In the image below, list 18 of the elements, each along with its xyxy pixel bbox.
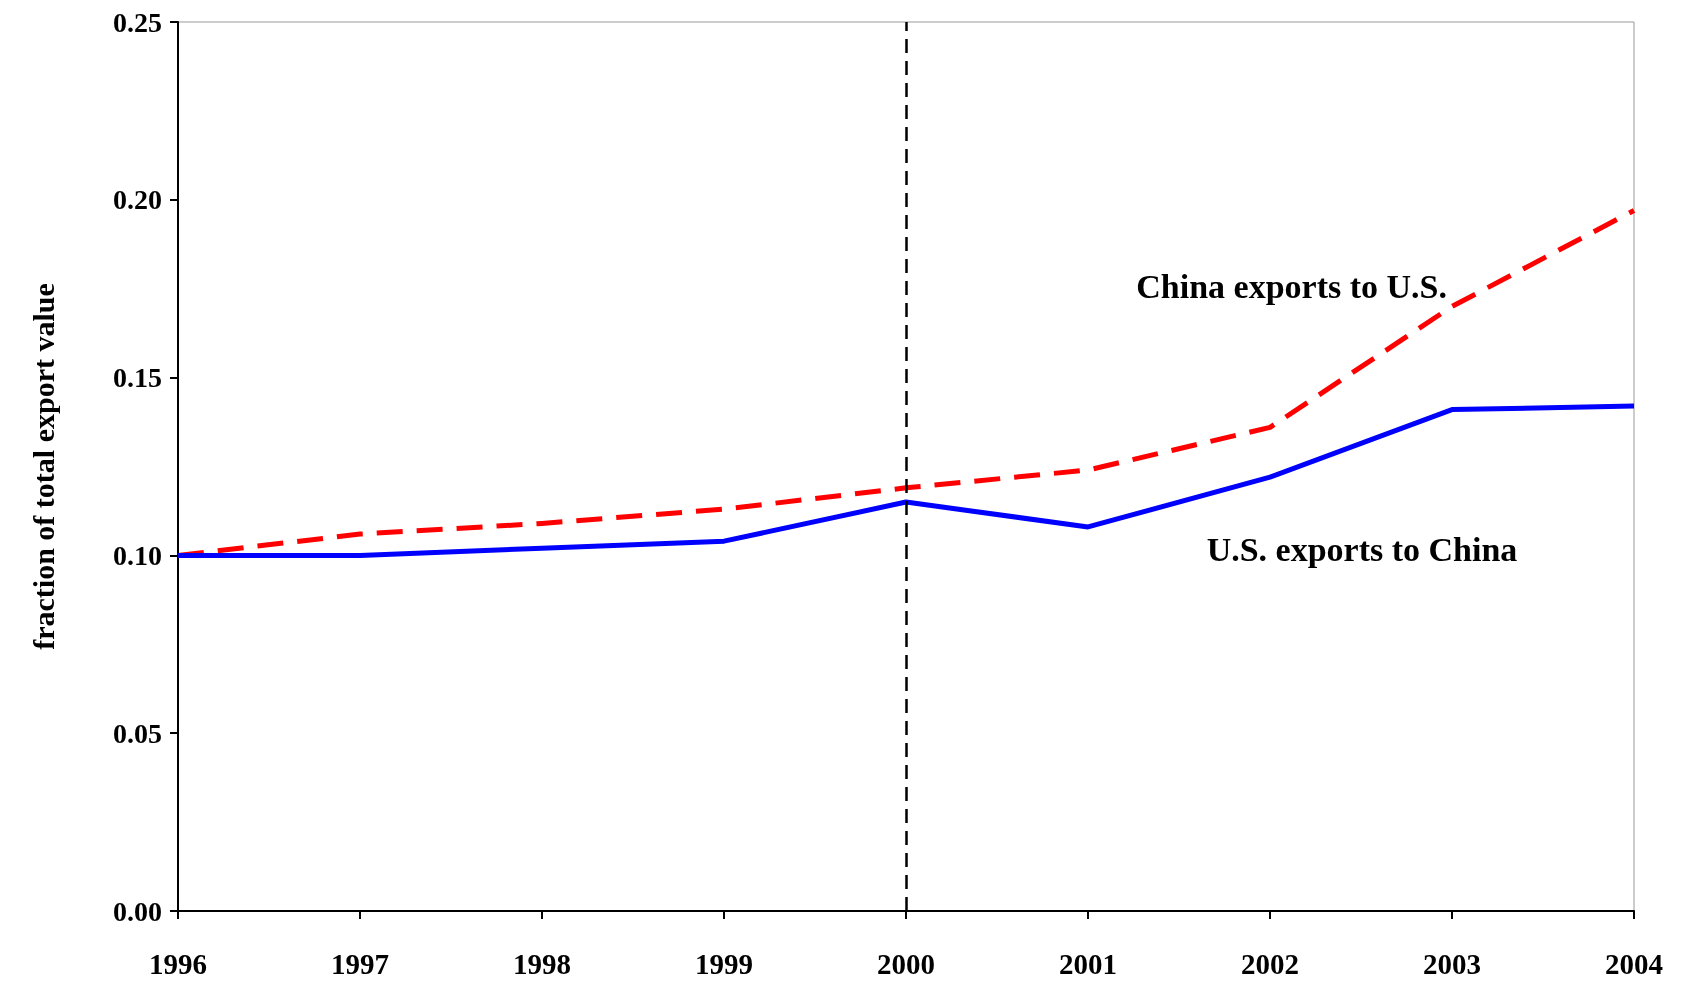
- y-tick-label: 0.10: [113, 539, 162, 571]
- x-tick-label: 2002: [1241, 947, 1299, 980]
- x-tick-label: 1998: [513, 947, 571, 980]
- x-tick-label: 1999: [695, 947, 753, 980]
- x-tick-label: 2003: [1423, 947, 1481, 980]
- x-tick-label: 1997: [331, 947, 389, 980]
- x-tick-label: 2004: [1605, 947, 1663, 980]
- x-tick-label: 1996: [149, 947, 207, 980]
- y-tick-label: 0.25: [113, 6, 162, 38]
- y-tick-label: 0.05: [113, 717, 162, 749]
- series-label: U.S. exports to China: [1206, 531, 1518, 569]
- x-tick-label: 2001: [1059, 947, 1117, 980]
- y-axis-title: fraction of total export value: [26, 283, 60, 650]
- y-tick-label: 0.15: [113, 362, 162, 394]
- y-tick-label: 0.00: [113, 895, 162, 927]
- x-tick-label: 2000: [877, 947, 935, 980]
- y-tick-label: 0.20: [113, 184, 162, 216]
- series-label: China exports to U.S.: [1136, 267, 1447, 305]
